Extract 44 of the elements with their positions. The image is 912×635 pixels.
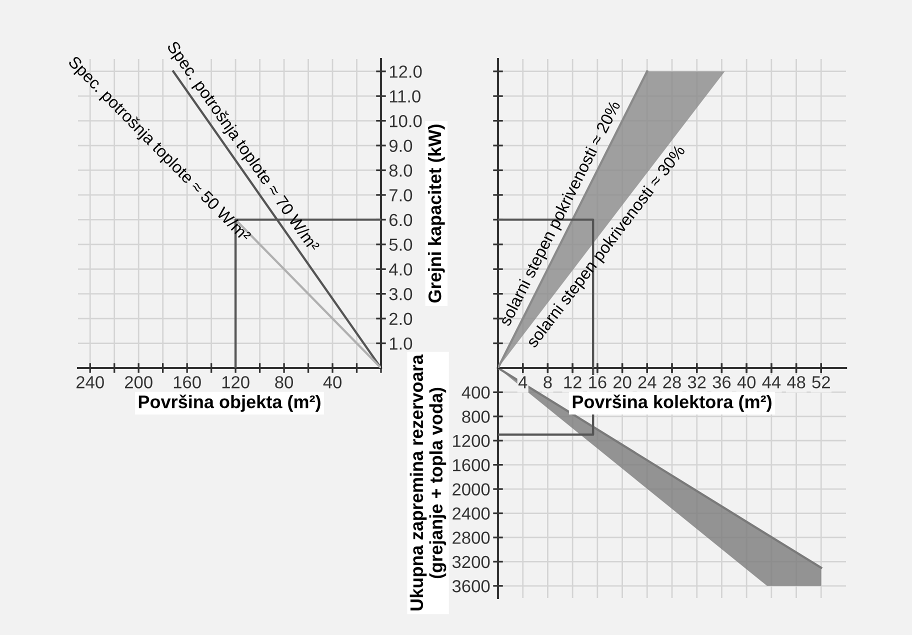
x-tick-label: 80	[275, 376, 294, 388]
y-tick-label: 1600	[453, 459, 490, 472]
y-tick-label: 2.0	[390, 312, 412, 326]
y-tick-label: 2400	[452, 507, 490, 520]
y-tick-label: 8.0	[389, 164, 412, 177]
y-tick-label: 9.0	[389, 140, 412, 152]
x-tick-label: 52	[812, 376, 830, 388]
y-tick-label: 2800	[452, 532, 490, 544]
x-tick-label: 40	[323, 376, 342, 388]
x-tick-label: 48	[787, 376, 806, 388]
y-tick-label: 10.0	[390, 114, 422, 128]
x-tick-label: 160	[174, 376, 201, 388]
x-tick-label: 36	[712, 376, 731, 388]
x-tick-label: 16	[589, 376, 606, 388]
x-tick-label: 24	[638, 376, 656, 388]
y-axis-title: Ukupna zapremina rezervoara (grejanje + topla voda)	[410, 354, 446, 610]
y-tick-label: 12.0	[390, 66, 422, 78]
x-tick-label: 40	[737, 376, 756, 388]
y-tick-label: 3.0	[389, 288, 412, 300]
x-tick-label: 28	[663, 376, 681, 388]
y-tick-label: 4.0	[389, 263, 412, 276]
y-tick-label: 5.0	[389, 238, 412, 251]
y-tick-label: 3600	[452, 580, 490, 592]
x-tick-label: 8	[544, 376, 552, 388]
y-tick-label: 6.0	[390, 214, 412, 226]
y-tick-label: 800	[462, 410, 490, 423]
y-tick-label: 3200	[452, 556, 490, 568]
y-axis-title: Grejni kapacitet (kW)	[428, 124, 445, 303]
x-tick-label: 20	[614, 376, 632, 388]
x-tick-label: 32	[688, 376, 706, 388]
y-tick-label: 7.0	[390, 189, 412, 202]
y-tick-label: 2000	[452, 483, 490, 496]
x-tick-label: 12	[564, 376, 582, 388]
x-tick-label: 240	[76, 376, 104, 388]
y-tick-label: 11.0	[390, 90, 420, 103]
y-tick-label: 400	[462, 386, 490, 399]
x-tick-label: 44	[762, 376, 781, 388]
x-axis-title: Površina objekta (m²)	[138, 394, 320, 412]
x-axis-title: Površina kolektora (m²)	[572, 394, 772, 412]
x-tick-label: 4	[518, 376, 528, 388]
y-tick-label: 1200	[453, 434, 490, 448]
x-tick-label: 200	[124, 376, 152, 388]
x-tick-label: 120	[222, 376, 250, 388]
y-tick-label: 1.0	[390, 337, 412, 350]
